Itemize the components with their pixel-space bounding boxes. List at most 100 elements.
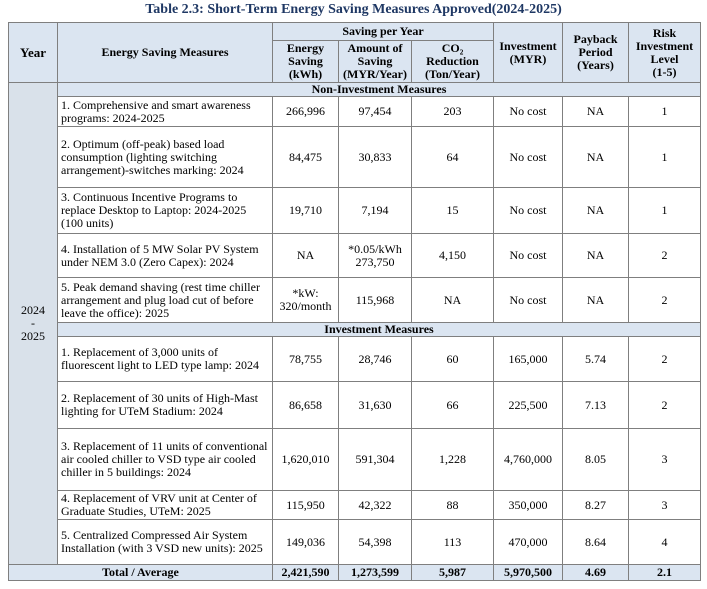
measure-cell: 1. Replacement of 3,000 units of fluores… bbox=[57, 336, 273, 382]
value-cell: No cost bbox=[493, 126, 563, 188]
value-cell: 15 bbox=[411, 187, 494, 234]
total-value: 5,987 bbox=[411, 564, 494, 581]
table-row: 5. Peak demand shaving (rest time chille… bbox=[9, 277, 701, 323]
header-cell: Risk Investment Level (1-5) bbox=[628, 22, 701, 83]
value-cell: 66 bbox=[411, 381, 494, 429]
table-row: 3. Replacement of 11 units of convention… bbox=[9, 428, 701, 491]
value-cell: 97,454 bbox=[338, 96, 412, 127]
value-cell: NA bbox=[411, 277, 494, 323]
value-cell: 84,475 bbox=[272, 126, 339, 188]
value-cell: 8.05 bbox=[562, 428, 629, 491]
value-cell: 60 bbox=[411, 336, 494, 382]
header-cell: Energy Saving Measures bbox=[57, 22, 273, 83]
cell-line: Energy bbox=[286, 41, 325, 55]
value-cell: 2 bbox=[628, 233, 701, 278]
value-cell: NA bbox=[562, 233, 629, 278]
cell-line: Risk bbox=[652, 25, 677, 40]
value-cell: 64 bbox=[411, 126, 494, 188]
table-row: 2. Optimum (off-peak) based load consump… bbox=[9, 126, 701, 188]
value-cell: 149,036 bbox=[272, 519, 339, 565]
total-label: Total / Average bbox=[8, 564, 273, 581]
cell-line: (Years) bbox=[577, 58, 614, 72]
table-row: 1. Comprehensive and smart awareness pro… bbox=[9, 96, 701, 127]
measure-cell: 3. Replacement of 11 units of convention… bbox=[57, 428, 273, 491]
section-row: 2024-2025 Non-Investment Measures bbox=[8, 82, 701, 565]
value-cell: *0.05/kWh 273,750 bbox=[338, 233, 412, 278]
value-cell: 2 bbox=[628, 277, 701, 323]
value-cell: *kW: 320/month bbox=[272, 277, 339, 323]
value-cell: 19,710 bbox=[272, 187, 339, 234]
value-cell: 591,304 bbox=[338, 428, 412, 491]
total-value: 1,273,599 bbox=[338, 564, 412, 581]
value-cell: 8.64 bbox=[562, 519, 629, 565]
total-value: 5,970,500 bbox=[493, 564, 563, 581]
value-cell: 7,194 bbox=[338, 187, 412, 234]
measure-cell: 5. Centralized Compressed Air System Ins… bbox=[57, 519, 273, 565]
header-cell: CO₂ Reduction (Ton/Year) bbox=[411, 40, 494, 83]
value-cell: No cost bbox=[493, 187, 563, 234]
value-cell: 470,000 bbox=[493, 519, 563, 565]
header-cell: Year bbox=[8, 22, 58, 83]
value-cell: 266,996 bbox=[272, 96, 339, 127]
header-cell: Saving per Year bbox=[272, 22, 494, 41]
section-title: Investment Measures bbox=[57, 322, 701, 337]
header-cell: Amount of Saving (MYR/Year) bbox=[338, 40, 412, 83]
header-cell: Energy Saving (kWh) bbox=[272, 40, 339, 83]
cell-line: Investment bbox=[499, 38, 557, 53]
cell-line: (MYR/Year) bbox=[343, 67, 407, 81]
cell-line: (MYR) bbox=[509, 51, 547, 66]
value-cell: 7.13 bbox=[562, 381, 629, 429]
value-cell: 350,000 bbox=[493, 490, 563, 520]
total-value: 2.1 bbox=[628, 564, 701, 581]
total-value: 2,421,590 bbox=[272, 564, 339, 581]
value-cell: 225,500 bbox=[493, 381, 563, 429]
measure-cell: 2. Replacement of 30 units of High-Mast … bbox=[57, 381, 273, 429]
cell-line: Investment bbox=[635, 38, 694, 53]
value-cell: 78,755 bbox=[272, 336, 339, 382]
cell-line: Saving bbox=[357, 54, 393, 68]
cell-line: Level bbox=[650, 51, 679, 66]
measure-cell: 2. Optimum (off-peak) based load consump… bbox=[57, 126, 273, 188]
section-row: Investment Measures bbox=[9, 322, 701, 337]
cell-line: 2025 bbox=[21, 329, 45, 343]
value-cell: 203 bbox=[411, 96, 494, 127]
value-cell: 5.74 bbox=[562, 336, 629, 382]
value-cell: 86,658 bbox=[272, 381, 339, 429]
measure-cell: 1. Comprehensive and smart awareness pro… bbox=[57, 96, 273, 127]
value-cell: 115,950 bbox=[272, 490, 339, 520]
measure-cell: 4. Installation of 5 MW Solar PV System … bbox=[57, 233, 273, 278]
value-cell: 4,150 bbox=[411, 233, 494, 278]
value-cell: 1 bbox=[628, 96, 701, 127]
total-value: 4.69 bbox=[562, 564, 629, 581]
value-cell: 1 bbox=[628, 126, 701, 188]
value-cell: 1 bbox=[628, 187, 701, 234]
table-row: 4. Installation of 5 MW Solar PV System … bbox=[9, 233, 701, 278]
section-title: Non-Investment Measures bbox=[57, 82, 701, 97]
value-cell: 2 bbox=[628, 381, 701, 429]
value-cell: NA bbox=[562, 96, 629, 127]
cell-line: Reduction bbox=[426, 54, 479, 68]
cell-line: Saving bbox=[288, 54, 323, 68]
total-row: Total / Average 2,421,590 1,273,599 5,987 5,… bbox=[8, 564, 701, 581]
table-row: 1. Replacement of 3,000 units of fluores… bbox=[9, 336, 701, 382]
cell-line: Amount of bbox=[347, 41, 403, 55]
value-cell: 3 bbox=[628, 428, 701, 491]
cell-line: 2024 bbox=[21, 303, 45, 317]
cell-line: Payback bbox=[573, 32, 618, 46]
value-cell: 4 bbox=[628, 519, 701, 565]
value-cell: 115,968 bbox=[338, 277, 412, 323]
value-cell: 8.27 bbox=[562, 490, 629, 520]
value-cell: 88 bbox=[411, 490, 494, 520]
table-row: 4. Replacement of VRV unit at Center of … bbox=[9, 490, 701, 520]
value-cell: 2 bbox=[628, 336, 701, 382]
value-cell: 1,620,010 bbox=[272, 428, 339, 491]
cell-line: (kWh) bbox=[288, 67, 323, 81]
value-cell: NA bbox=[562, 277, 629, 323]
value-cell: 113 bbox=[411, 519, 494, 565]
value-cell: 42,322 bbox=[338, 490, 412, 520]
cell-line: Period bbox=[578, 45, 613, 59]
header-row: Year Energy Saving Measures Saving per Yea… bbox=[8, 22, 701, 83]
value-cell: 165,000 bbox=[493, 336, 563, 382]
measure-cell: 4. Replacement of VRV unit at Center of … bbox=[57, 490, 273, 520]
